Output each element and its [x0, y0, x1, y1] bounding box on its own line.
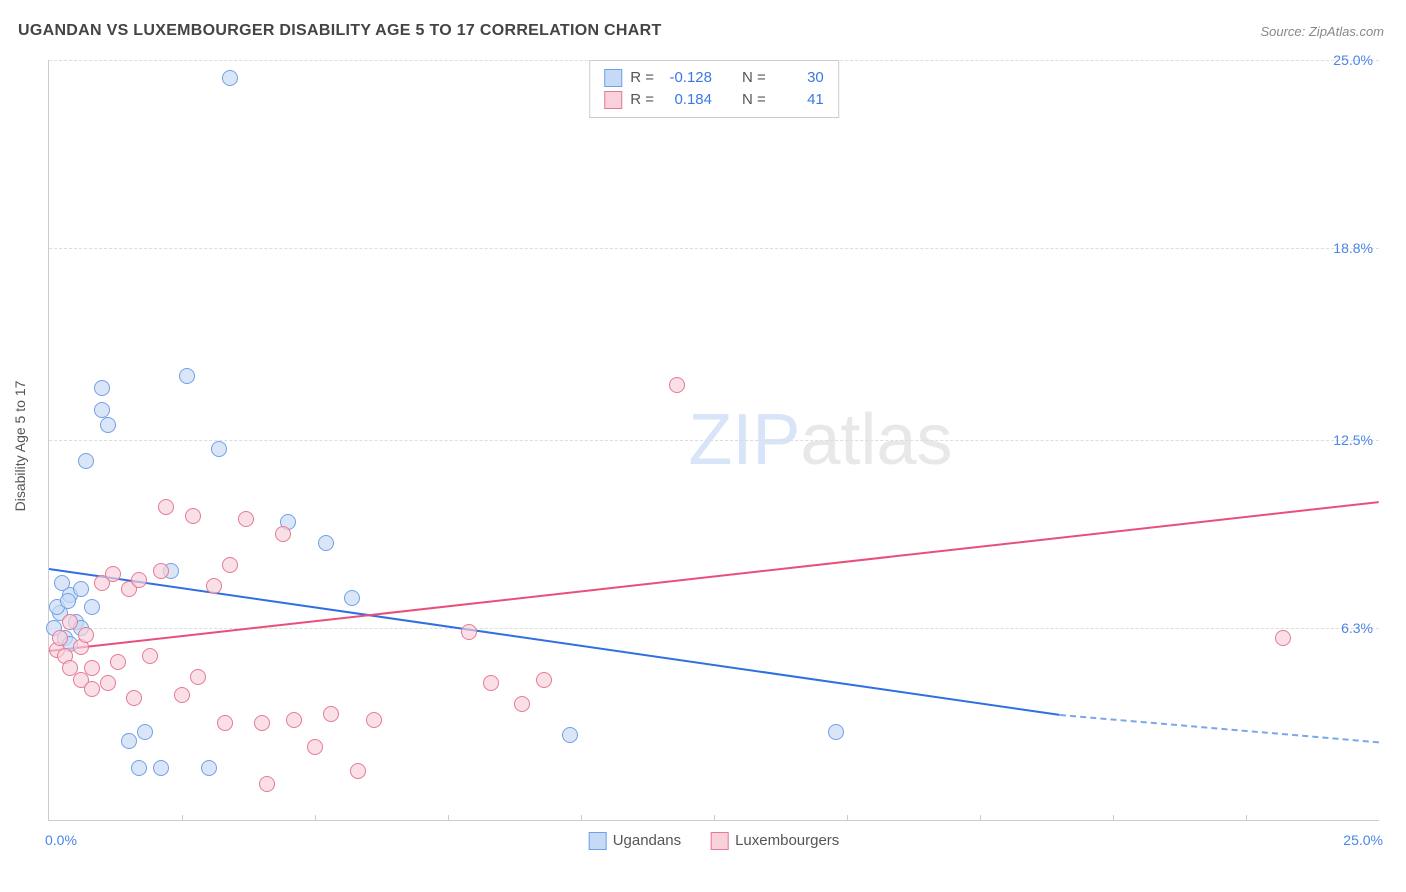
data-point: [73, 581, 89, 597]
data-point: [562, 727, 578, 743]
data-point: [153, 760, 169, 776]
plot-area: ZIPatlas 6.3%12.5%18.8%25.0%0.0%25.0%R =…: [48, 60, 1379, 821]
y-tick-label: 18.8%: [1333, 240, 1373, 256]
legend-swatch: [604, 91, 622, 109]
data-point: [483, 675, 499, 691]
source-label: Source: ZipAtlas.com: [1260, 24, 1384, 39]
data-point: [217, 715, 233, 731]
r-value: 0.184: [662, 89, 712, 111]
gridline: [49, 248, 1379, 249]
gridline: [49, 440, 1379, 441]
data-point: [828, 724, 844, 740]
data-point: [131, 572, 147, 588]
data-point: [344, 590, 360, 606]
x-tick: [1113, 815, 1114, 821]
data-point: [94, 380, 110, 396]
data-point: [137, 724, 153, 740]
trend-line: [1060, 714, 1379, 743]
data-point: [158, 499, 174, 515]
n-label: N =: [742, 89, 766, 111]
data-point: [222, 70, 238, 86]
data-point: [323, 706, 339, 722]
data-point: [78, 627, 94, 643]
data-point: [126, 690, 142, 706]
legend-label: Luxembourgers: [735, 832, 839, 849]
legend-swatch: [711, 832, 729, 850]
x-tick: [315, 815, 316, 821]
legend-item: Ugandans: [589, 832, 681, 850]
data-point: [275, 526, 291, 542]
legend-item: Luxembourgers: [711, 832, 839, 850]
data-point: [254, 715, 270, 731]
data-point: [1275, 630, 1291, 646]
r-value: -0.128: [662, 67, 712, 89]
y-tick-label: 25.0%: [1333, 52, 1373, 68]
x-min-label: 0.0%: [45, 832, 77, 848]
data-point: [121, 733, 137, 749]
data-point: [105, 566, 121, 582]
data-point: [84, 681, 100, 697]
data-point: [185, 508, 201, 524]
data-point: [206, 578, 222, 594]
stats-row: R = 0.184 N = 41: [604, 89, 824, 111]
x-tick: [182, 815, 183, 821]
data-point: [110, 654, 126, 670]
data-point: [366, 712, 382, 728]
series-legend: Ugandans Luxembourgers: [589, 832, 840, 850]
x-tick: [847, 815, 848, 821]
n-value: 30: [774, 67, 824, 89]
data-point: [54, 575, 70, 591]
data-point: [211, 441, 227, 457]
x-tick: [448, 815, 449, 821]
legend-swatch: [604, 69, 622, 87]
data-point: [259, 776, 275, 792]
data-point: [238, 511, 254, 527]
data-point: [190, 669, 206, 685]
data-point: [514, 696, 530, 712]
data-point: [350, 763, 366, 779]
data-point: [536, 672, 552, 688]
data-point: [461, 624, 477, 640]
data-point: [318, 535, 334, 551]
y-axis-label: Disability Age 5 to 17: [12, 381, 28, 512]
x-max-label: 25.0%: [1343, 832, 1383, 848]
data-point: [179, 368, 195, 384]
r-label: R =: [630, 89, 654, 111]
data-point: [100, 675, 116, 691]
data-point: [142, 648, 158, 664]
data-point: [286, 712, 302, 728]
chart-title: UGANDAN VS LUXEMBOURGER DISABILITY AGE 5…: [18, 22, 662, 40]
x-tick: [980, 815, 981, 821]
data-point: [60, 593, 76, 609]
y-tick-label: 12.5%: [1333, 432, 1373, 448]
stats-legend: R = -0.128 N = 30 R = 0.184 N = 41: [589, 60, 839, 118]
data-point: [174, 687, 190, 703]
chart-container: UGANDAN VS LUXEMBOURGER DISABILITY AGE 5…: [0, 0, 1406, 892]
r-label: R =: [630, 67, 654, 89]
x-tick: [714, 815, 715, 821]
data-point: [222, 557, 238, 573]
data-point: [94, 402, 110, 418]
data-point: [62, 614, 78, 630]
n-label: N =: [742, 67, 766, 89]
x-tick: [1246, 815, 1247, 821]
data-point: [307, 739, 323, 755]
trend-line: [49, 568, 1060, 716]
data-point: [84, 660, 100, 676]
data-point: [84, 599, 100, 615]
stats-row: R = -0.128 N = 30: [604, 67, 824, 89]
legend-swatch: [589, 832, 607, 850]
x-tick: [581, 815, 582, 821]
data-point: [669, 377, 685, 393]
data-point: [153, 563, 169, 579]
n-value: 41: [774, 89, 824, 111]
data-point: [52, 630, 68, 646]
data-point: [100, 417, 116, 433]
data-point: [78, 453, 94, 469]
y-tick-label: 6.3%: [1341, 620, 1373, 636]
legend-label: Ugandans: [613, 832, 681, 849]
data-point: [131, 760, 147, 776]
data-point: [201, 760, 217, 776]
